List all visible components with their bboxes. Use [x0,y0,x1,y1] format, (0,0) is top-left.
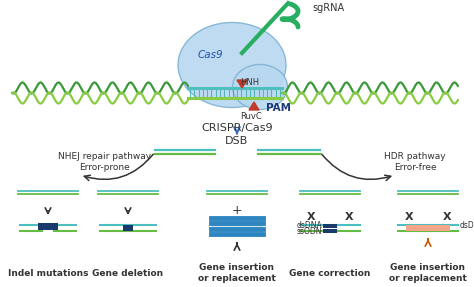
Text: NHEJ repair pathway
Error-prone: NHEJ repair pathway Error-prone [58,152,152,172]
Text: Gene correction: Gene correction [289,269,371,278]
Text: sgRNA: sgRNA [312,3,344,13]
FancyBboxPatch shape [211,217,263,235]
Text: Gene insertion
or replacement: Gene insertion or replacement [198,263,276,283]
FancyBboxPatch shape [38,226,58,230]
Text: X: X [443,212,451,222]
FancyBboxPatch shape [323,224,337,228]
Text: PAM: PAM [266,103,291,113]
Text: DSB: DSB [225,136,249,146]
Text: X: X [307,212,315,222]
Text: Cas9: Cas9 [197,50,223,60]
FancyBboxPatch shape [123,225,133,231]
Ellipse shape [178,22,286,108]
Ellipse shape [233,65,288,110]
Text: Gene deletion: Gene deletion [92,269,164,278]
Text: X: X [345,212,353,222]
FancyBboxPatch shape [38,223,58,226]
Text: X: X [405,212,413,222]
Text: HDR pathway
Error-free: HDR pathway Error-free [384,152,446,172]
Polygon shape [237,80,247,88]
Text: ssODN: ssODN [297,226,322,236]
Text: dsDNA: dsDNA [297,221,323,230]
FancyBboxPatch shape [406,225,450,231]
Text: Indel mutations: Indel mutations [8,269,88,278]
Polygon shape [249,102,259,110]
Text: Gene insertion
or replacement: Gene insertion or replacement [389,263,467,283]
FancyBboxPatch shape [323,229,337,233]
Text: HNH: HNH [240,78,259,87]
Text: RuvC: RuvC [240,112,262,121]
Text: dsDNA: dsDNA [460,222,474,230]
Text: CRISPR/Cas9: CRISPR/Cas9 [201,123,273,133]
Text: +: + [232,205,242,218]
